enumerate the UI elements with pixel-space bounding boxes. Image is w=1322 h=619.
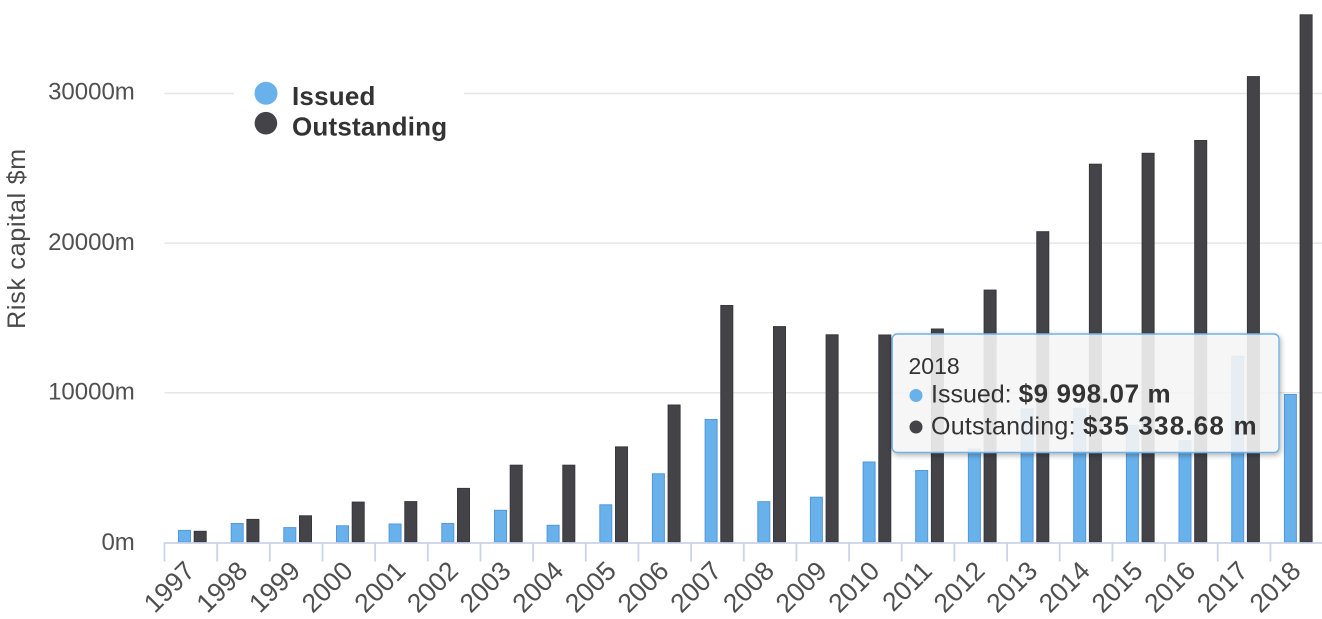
- svg-text:Risk capital $m: Risk capital $m: [3, 148, 31, 329]
- svg-text:0m: 0m: [101, 529, 134, 556]
- svg-text:2018: 2018: [909, 353, 960, 379]
- svg-text:Issued: $9 998.07 m: Issued: $9 998.07 m: [931, 379, 1171, 409]
- svg-text:20000m: 20000m: [48, 229, 135, 256]
- svg-text:30000m: 30000m: [48, 79, 135, 106]
- svg-text:Issued: Issued: [292, 81, 376, 111]
- svg-text:10000m: 10000m: [48, 379, 135, 406]
- svg-text:Outstanding: Outstanding: [292, 111, 447, 141]
- svg-text:Outstanding: $35 338.68 m: Outstanding: $35 338.68 m: [931, 411, 1258, 441]
